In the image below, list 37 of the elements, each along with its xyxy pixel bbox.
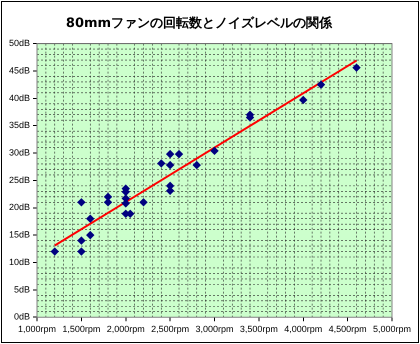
x-tick-label: 3,000rpm [195, 324, 234, 334]
y-tick-label: 10dB [8, 256, 30, 267]
y-tick-label: 20dB [8, 202, 30, 212]
point [157, 159, 166, 168]
x-tick-label: 4,500rpm [328, 324, 367, 334]
point [77, 198, 86, 206]
point [140, 198, 148, 206]
x-tick-label: 1,500rpm [62, 324, 100, 334]
point [77, 236, 86, 245]
point [299, 96, 308, 104]
point [192, 161, 201, 170]
point [86, 214, 94, 223]
y-tick-label: 5dB [14, 284, 30, 294]
y-tick-label: 50dB [8, 38, 30, 48]
point [166, 161, 174, 170]
point [86, 231, 94, 240]
y-tick-label: 35dB [8, 120, 30, 130]
x-tick-label: 2,500rpm [151, 324, 190, 334]
y-tick-label: 15dB [8, 230, 30, 240]
x-tick-label: 4,000rpm [284, 324, 322, 334]
y-tick-label: 45dB [8, 65, 30, 76]
y-tick-label: 0dB [14, 312, 30, 322]
point [166, 150, 174, 158]
point [50, 248, 59, 256]
point [175, 150, 184, 158]
chart-title: 80mmファンの回転数とノイズレベルの関係 [66, 16, 334, 32]
x-tick-label: 1,000rpm [18, 324, 56, 334]
point [352, 64, 360, 72]
y-tick-label: 40dB [8, 92, 30, 103]
point [317, 80, 326, 89]
point [210, 146, 219, 155]
x-tick-label: 3,500rpm [240, 324, 278, 334]
y-tick-label: 30dB [8, 148, 30, 158]
x-tick-label: 5,000rpm [372, 324, 412, 334]
y-tick-label: 25dB [8, 174, 30, 185]
x-tick-label: 2,000rpm [106, 324, 145, 334]
point [77, 248, 86, 256]
